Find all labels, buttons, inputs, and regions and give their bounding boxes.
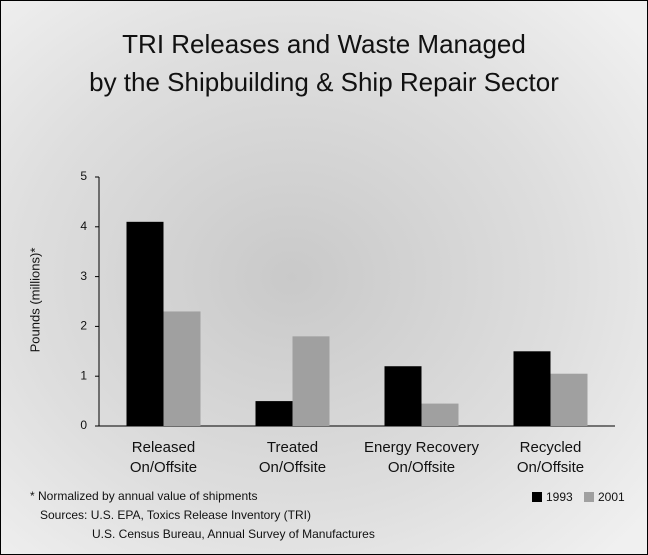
source: U.S. Census Bureau, Annual Survey of Man… bbox=[92, 527, 375, 541]
x-tick-label: On/Offsite bbox=[259, 459, 326, 476]
bar bbox=[164, 311, 201, 426]
footnote: * Normalized by annual value of shipment… bbox=[30, 489, 257, 503]
legend-label: 2001 bbox=[598, 490, 625, 504]
bar bbox=[127, 222, 164, 426]
bar bbox=[422, 404, 459, 426]
y-tick-label: 5 bbox=[80, 169, 87, 183]
y-axis-label: Pounds (millions)* bbox=[27, 248, 42, 353]
y-tick-label: 2 bbox=[80, 319, 87, 333]
chart-title: TRI Releases and Waste Managed bbox=[122, 29, 526, 59]
x-tick-label: Released bbox=[132, 439, 195, 456]
bar bbox=[293, 336, 330, 426]
bar bbox=[256, 401, 293, 426]
y-tick-label: 3 bbox=[80, 269, 87, 283]
y-tick-label: 1 bbox=[80, 368, 87, 382]
chart-title: by the Shipbuilding & Ship Repair Sector bbox=[89, 67, 559, 97]
x-tick-label: On/Offsite bbox=[388, 459, 455, 476]
x-tick-label: Recycled bbox=[520, 439, 582, 456]
source: Sources: U.S. EPA, Toxics Release Invent… bbox=[40, 508, 311, 522]
chart: TRI Releases and Waste Managed by the Sh… bbox=[0, 0, 648, 555]
bar bbox=[385, 366, 422, 426]
y-tick-label: 4 bbox=[80, 219, 87, 233]
x-tick-label: On/Offsite bbox=[130, 459, 197, 476]
y-tick-label: 0 bbox=[80, 418, 87, 432]
legend-swatch bbox=[584, 492, 594, 502]
x-tick-label: Energy Recovery bbox=[364, 439, 480, 456]
bar bbox=[551, 374, 588, 426]
bar bbox=[514, 351, 551, 426]
x-tick-label: On/Offsite bbox=[517, 459, 584, 476]
x-tick-label: Treated bbox=[267, 439, 318, 456]
legend-swatch bbox=[532, 492, 542, 502]
legend-label: 1993 bbox=[546, 490, 573, 504]
